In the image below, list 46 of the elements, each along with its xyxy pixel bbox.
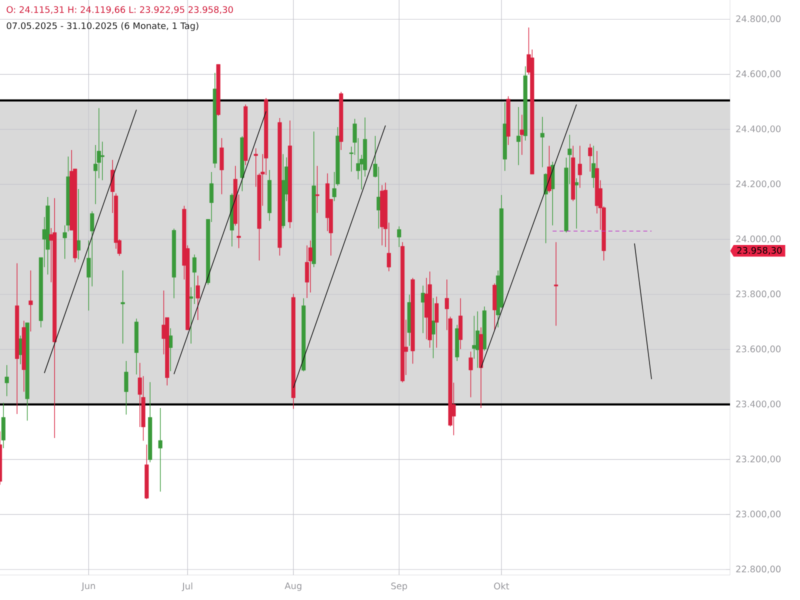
candlestick [62, 224, 67, 260]
candlestick [120, 270, 125, 344]
x-tick-label: Sep [391, 582, 408, 592]
candlestick [578, 145, 582, 188]
y-tick-label: 24.200,00 [736, 180, 781, 188]
candlestick [520, 114, 524, 156]
candlestick [458, 298, 463, 350]
candlestick [397, 226, 402, 248]
candlestick [192, 254, 196, 304]
x-tick-label: Okt [494, 582, 510, 590]
y-tick-label: 23.000,00 [736, 510, 781, 518]
candlestick [4, 364, 9, 397]
candlestick [315, 166, 320, 214]
y-tick-label: 23.800,00 [736, 290, 781, 298]
candlestick [592, 145, 596, 188]
text: 23.958,30 [737, 246, 782, 255]
y-tick-label: 23.600,00 [736, 346, 781, 354]
candlestick [476, 311, 480, 368]
candlestick [434, 296, 439, 348]
candlestick [90, 210, 94, 287]
y-tick-label: 24.800,00 [736, 15, 781, 24]
candlestick [158, 408, 162, 492]
candlestick [468, 351, 473, 398]
y-tick-label: 24.000,00 [736, 236, 781, 244]
candlestick [196, 275, 200, 320]
candlestick [516, 106, 521, 166]
y-tick-label: 24.600,00 [736, 70, 781, 78]
y-tick-label: 23.400,00 [736, 400, 781, 408]
y-tick-label: 22.800,00 [736, 566, 781, 574]
text: O: 24.115,31 H: 24.119,66 L: 23.922,95 23.958,30 [6, 6, 233, 14]
candlestick [124, 360, 128, 415]
candlestick [100, 141, 104, 181]
candlestick [1, 402, 6, 449]
x-tick-label: Jun [81, 582, 95, 591]
text: 07.05.2025 - 31.10.2025 (6 Monate, 1 Tag) [6, 22, 198, 31]
candlestick [472, 315, 476, 360]
candlestick [588, 144, 592, 172]
y-tick-label: 24.400,00 [736, 125, 781, 134]
candlestick [540, 116, 544, 168]
candlestick [554, 242, 558, 326]
candlestick [376, 166, 381, 229]
x-tick-label: Aug [284, 582, 302, 591]
y-tick-label: 23.200,00 [736, 456, 781, 464]
candlestick [220, 138, 224, 195]
candlestick [28, 270, 33, 332]
x-tick-label: Jul [182, 582, 192, 592]
